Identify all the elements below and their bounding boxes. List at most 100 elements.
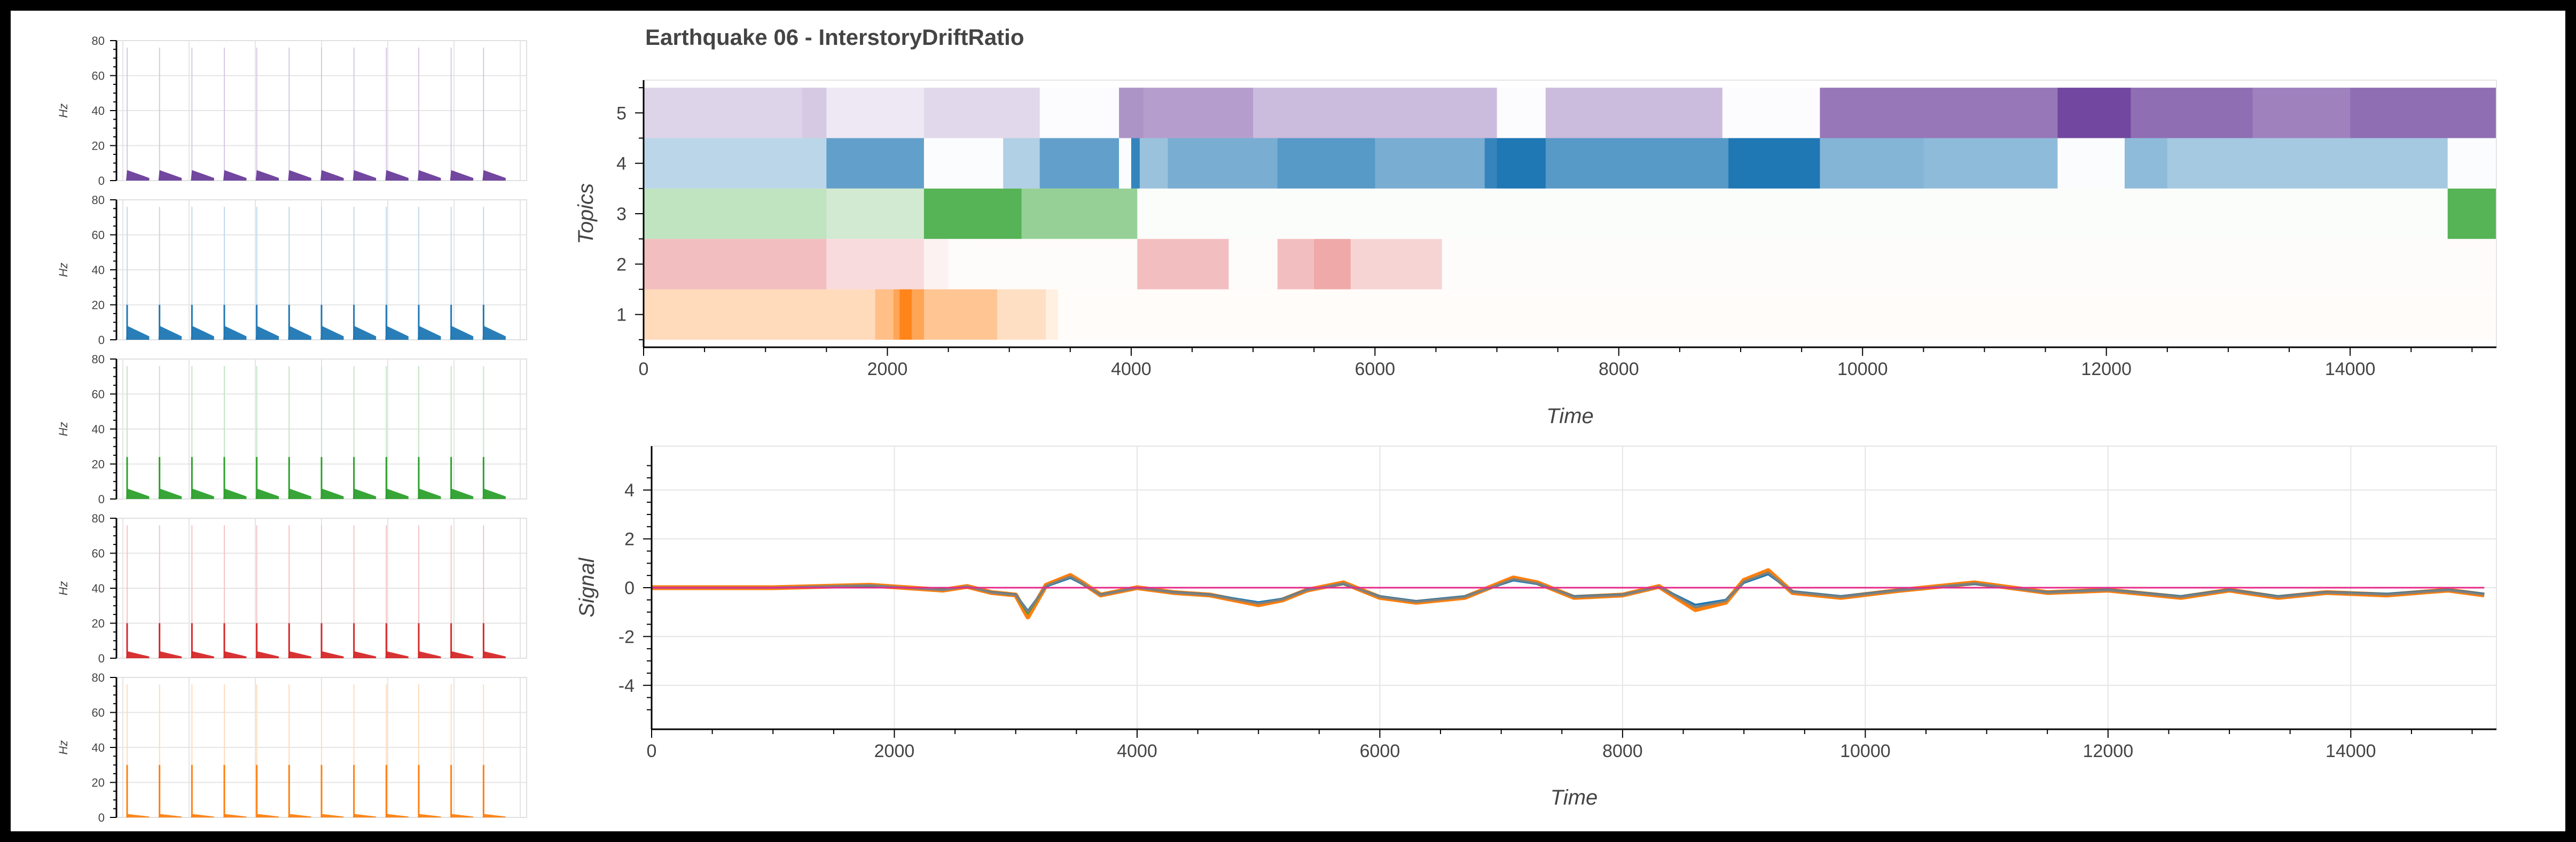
spectrogram-burst	[158, 488, 182, 499]
spectrogram-burst	[385, 488, 409, 499]
signal-x-tick-label: 2000	[874, 741, 915, 761]
heatmap-y-tick-label: 1	[616, 305, 627, 325]
heatmap-cell	[2124, 138, 2168, 189]
signal-x-tick-label: 14000	[2326, 741, 2376, 761]
heatmap-y-tick-label: 2	[616, 254, 627, 275]
signal-y-tick-label: -4	[618, 676, 635, 696]
spectrogram-y-tick-label: 20	[92, 139, 105, 153]
spectrogram-y-tick-label: 0	[98, 811, 105, 824]
signal-y-tick-label: 2	[624, 529, 635, 550]
spectrogram-y-tick-label: 80	[92, 34, 105, 48]
heatmap-cell	[1253, 88, 1498, 138]
spectrogram-y-tick-label: 20	[92, 458, 105, 471]
spectrogram-y-tick-label: 40	[92, 423, 105, 436]
heatmap-x-tick-label: 4000	[1111, 359, 1152, 379]
spectrogram-burst	[223, 488, 247, 499]
heatmap-cell	[2167, 138, 2448, 189]
heatmap-cell	[2350, 88, 2497, 138]
heatmap-cell	[1021, 188, 1138, 239]
heatmap-cell	[2252, 88, 2351, 138]
spectrogram-burst	[320, 814, 344, 817]
heatmap-y-axis-label: Topics	[574, 183, 598, 244]
heatmap-cell	[1137, 188, 2448, 239]
signal-x-tick-label: 6000	[1360, 741, 1400, 761]
spectrogram-burst	[450, 170, 474, 181]
heatmap-cell	[1375, 138, 1485, 189]
spectrogram-panel-2: 0 20 40 60 80 Hz	[57, 193, 527, 347]
heatmap-cell	[644, 289, 876, 340]
heatmap-cell	[1003, 138, 1040, 189]
spectrogram-burst	[158, 170, 182, 181]
heatmap-x-tick-label: 10000	[1837, 359, 1888, 379]
heatmap-y-tick-label: 4	[616, 154, 627, 174]
spectrogram-panel-1: 0 20 40 60 80 Hz	[57, 34, 527, 188]
heatmap-cell	[923, 188, 961, 239]
spectrogram-burst	[255, 651, 279, 658]
heatmap-cell	[644, 239, 827, 290]
spectrogram-y-tick-label: 40	[92, 104, 105, 118]
heatmap-x-axis-label: Time	[1546, 404, 1594, 428]
heatmap-cell	[1722, 88, 1820, 138]
heatmap-cell	[2057, 88, 2131, 138]
heatmap-cell	[1820, 138, 1924, 189]
spectrogram-burst	[482, 170, 506, 181]
spectrogram-y-tick-label: 60	[92, 229, 105, 242]
spectrogram-y-axis-label: Hz	[57, 263, 70, 277]
heatmap-row-topic-3	[644, 188, 2497, 239]
heatmap-row-topic-4	[644, 138, 2497, 189]
spectrogram-burst	[223, 651, 247, 658]
signal-series-line-3	[652, 571, 2485, 613]
signal-x-tick-label: 8000	[1602, 741, 1643, 761]
spectrogram-burst	[223, 814, 247, 817]
heatmap-cell	[1039, 138, 1119, 189]
spectrogram-burst	[191, 325, 214, 340]
spectrogram-burst	[482, 814, 506, 817]
spectrogram-burst	[255, 170, 279, 181]
spectrogram-burst	[320, 325, 344, 340]
spectrogram-burst	[418, 814, 441, 817]
spectrogram-y-axis-label: Hz	[57, 422, 70, 436]
spectrogram-burst	[255, 325, 279, 340]
heatmap-cell	[1046, 289, 1059, 340]
spectrogram-y-tick-label: 40	[92, 263, 105, 277]
heatmap-cell	[2447, 188, 2497, 239]
spectrogram-burst	[288, 814, 311, 817]
heatmap-cell	[644, 138, 827, 189]
spectrogram-burst	[255, 488, 279, 499]
signal-y-tick-label: -2	[618, 627, 635, 647]
heatmap-cell	[1139, 138, 1168, 189]
heatmap-cell	[1350, 239, 1443, 290]
spectrogram-y-axis-label: Hz	[57, 581, 70, 596]
spectrogram-burst	[450, 814, 474, 817]
spectrogram-y-tick-label: 60	[92, 388, 105, 401]
heatmap-cell	[997, 289, 1046, 340]
spectrogram-burst	[191, 170, 214, 181]
heatmap-cell	[1497, 88, 1546, 138]
spectrogram-y-tick-label: 60	[92, 69, 105, 83]
heatmap-cell	[644, 188, 827, 239]
heatmap-cell	[1728, 138, 1820, 189]
heatmap-cell	[1820, 88, 2058, 138]
spectrogram-burst	[385, 814, 409, 817]
heatmap-cell	[2447, 138, 2497, 189]
heatmap-y-tick-label: 5	[616, 103, 627, 123]
signal-y-axis-label: Signal	[575, 557, 599, 617]
spectrogram-panel-4: 0 20 40 60 80 Hz	[57, 512, 527, 665]
spectrogram-burst	[288, 170, 311, 181]
heatmap-row-topic-5	[644, 88, 2497, 138]
heatmap-cell	[1058, 289, 2497, 340]
heatmap-cell	[1228, 239, 1278, 290]
heatmap-cell	[899, 289, 912, 340]
heatmap-cell	[802, 88, 827, 138]
heatmap-cell	[2057, 138, 2125, 189]
heatmap-cell	[912, 289, 925, 340]
spectrogram-y-tick-label: 80	[92, 353, 105, 366]
figure-canvas: Earthquake 06 - InterstoryDriftRatio 0 200…	[11, 11, 2565, 831]
spectrogram-burst	[353, 325, 377, 340]
spectrogram-panel-5: 0 20 40 60 80 Hz	[57, 671, 527, 824]
spectrogram-burst	[255, 814, 279, 817]
spectrogram-y-axis-label: Hz	[57, 740, 70, 755]
spectrogram-burst	[320, 488, 344, 499]
heatmap-cell	[826, 239, 925, 290]
